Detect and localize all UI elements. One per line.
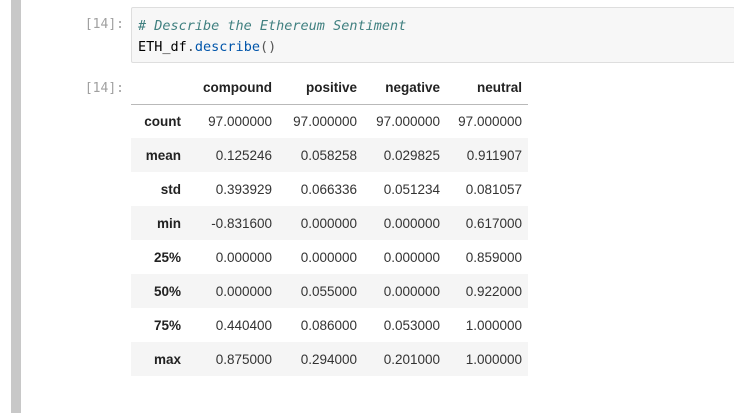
row-label: std (160, 181, 181, 197)
code-method: describe (194, 39, 260, 55)
table-cell: 0.125246 (191, 138, 274, 172)
table-row-std: std 0.393929 0.066336 0.051234 0.081057 (131, 172, 528, 206)
row-label: min (131, 206, 191, 240)
table-cell: 97.000000 (458, 113, 522, 129)
table-cell: 0.053000 (383, 317, 440, 333)
table-row-75pct: 75% 0.440400 0.086000 0.053000 1.000000 (131, 308, 528, 342)
table-cell: 0.911907 (440, 138, 528, 172)
table-cell: 0.000000 (300, 249, 357, 265)
column-header-positive: positive (274, 72, 357, 105)
table-row-count: count 97.000000 97.000000 97.000000 97.0… (131, 104, 528, 138)
table-cell: 0.617000 (440, 206, 528, 240)
table-cell: 97.000000 (208, 113, 272, 129)
dataframe-output-table: compound positive negative neutral count… (131, 72, 528, 376)
table-cell: 0.440400 (215, 317, 272, 333)
code-dot: . (186, 39, 195, 55)
output-prompt: [14]: (84, 81, 124, 96)
input-prompt: [14]: (84, 17, 124, 32)
table-cell: 0.029825 (357, 138, 440, 172)
table-header-row: compound positive negative neutral (131, 72, 528, 105)
table-cell: 97.000000 (293, 113, 357, 129)
table-cell: -0.831600 (191, 206, 274, 240)
code-object: ETH_df (138, 39, 187, 55)
table-cell: 0.000000 (357, 274, 440, 308)
row-label: count (144, 113, 181, 129)
table-row-max: max 0.875000 0.294000 0.201000 1.000000 (131, 342, 528, 376)
table-cell: 0.875000 (191, 342, 274, 376)
table-cell: 0.000000 (191, 274, 274, 308)
column-header-compound: compound (191, 72, 274, 105)
table-row-mean: mean 0.125246 0.058258 0.029825 0.911907 (131, 138, 528, 172)
table-cell: 0.055000 (274, 274, 357, 308)
index-header (131, 72, 191, 105)
table-cell: 0.086000 (300, 317, 357, 333)
code-line-2: ETH_df.describe() (138, 37, 728, 58)
column-header-negative: negative (357, 72, 440, 105)
table-cell: 1.000000 (465, 317, 522, 333)
row-label: 50% (131, 274, 191, 308)
cell-selection-bar[interactable] (11, 0, 21, 413)
table-cell: 0.201000 (357, 342, 440, 376)
table-cell: 0.922000 (440, 274, 528, 308)
table-row-min: min -0.831600 0.000000 0.000000 0.617000 (131, 206, 528, 240)
code-line-1: # Describe the Ethereum Sentiment (138, 16, 728, 37)
table-cell: 97.000000 (376, 113, 440, 129)
table-cell: 0.066336 (300, 181, 357, 197)
table-row-50pct: 50% 0.000000 0.055000 0.000000 0.922000 (131, 274, 528, 308)
table-cell: 0.294000 (274, 342, 357, 376)
table-cell: 0.051234 (383, 181, 440, 197)
table-row-25pct: 25% 0.000000 0.000000 0.000000 0.859000 (131, 240, 528, 274)
row-label: mean (131, 138, 191, 172)
column-header-neutral: neutral (440, 72, 528, 105)
table-cell: 0.000000 (357, 206, 440, 240)
table-cell: 0.000000 (215, 249, 272, 265)
table-cell: 0.859000 (465, 249, 522, 265)
table-cell: 0.000000 (274, 206, 357, 240)
row-label: 25% (153, 249, 181, 265)
table-cell: 0.058258 (274, 138, 357, 172)
table-cell: 1.000000 (440, 342, 528, 376)
code-editor[interactable]: # Describe the Ethereum Sentiment ETH_df.… (131, 7, 734, 63)
code-comment: # Describe the Ethereum Sentiment (138, 18, 407, 34)
table-cell: 0.081057 (465, 181, 522, 197)
table-cell: 0.393929 (215, 181, 272, 197)
table-cell: 0.000000 (383, 249, 440, 265)
row-label: 75% (153, 317, 181, 333)
row-label: max (131, 342, 191, 376)
code-parens: () (259, 39, 277, 55)
